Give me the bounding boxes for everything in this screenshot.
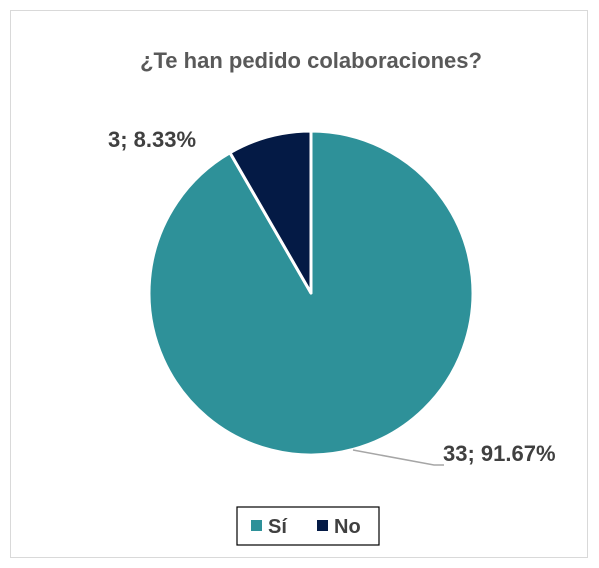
legend-swatch-no	[317, 520, 328, 531]
pie-slices	[147, 129, 475, 457]
legend-label-si: Sí	[268, 516, 288, 538]
chart-frame	[10, 10, 588, 558]
data-label-no: 3; 8.33%	[108, 127, 196, 152]
pie-slice-no	[228, 129, 313, 295]
legend-label-no: No	[334, 516, 361, 538]
legend: Sí No	[236, 506, 380, 546]
chart-title: ¿Te han pedido colaboraciones?	[140, 48, 482, 73]
legend-swatch-si	[251, 520, 262, 531]
leader-line-si	[352, 449, 444, 466]
data-label-si: 33; 91.67%	[443, 441, 556, 466]
